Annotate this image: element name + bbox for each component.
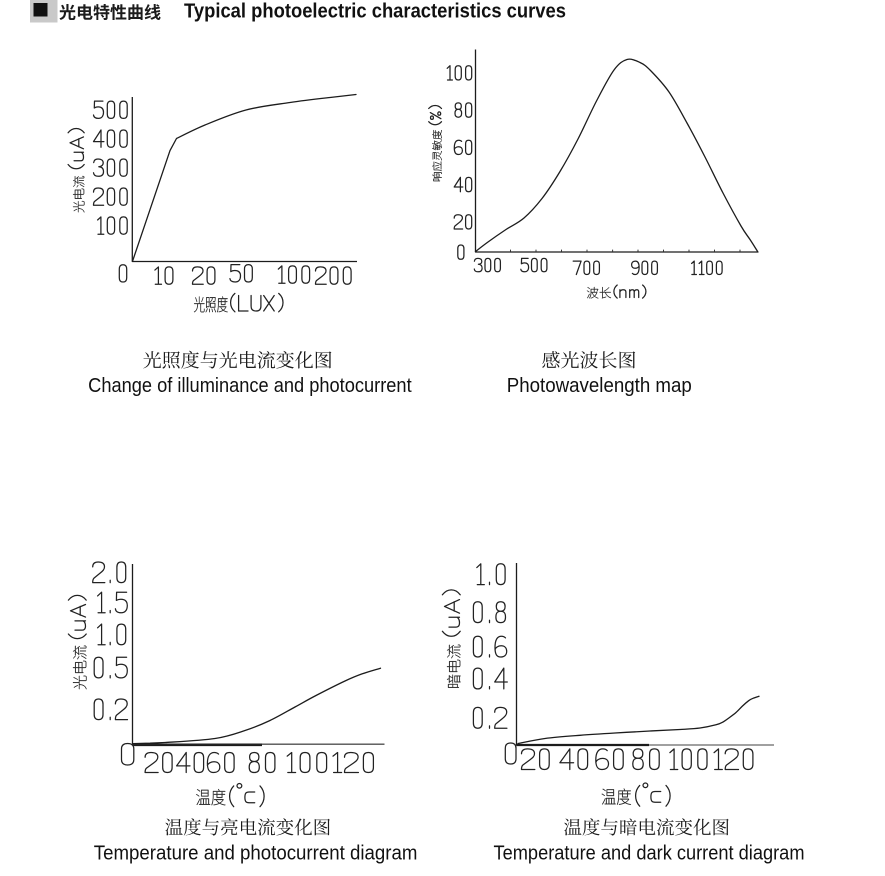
- svg-text:Typical photoelectric characte: Typical photoelectric characteristics cu…: [184, 1, 566, 23]
- svg-text:Temperature and photocurrent d: Temperature and photocurrent diagram: [94, 843, 418, 865]
- svg-text:Photowavelength map: Photowavelength map: [507, 375, 692, 397]
- svg-text:Change of illuminance and phot: Change of illuminance and photocurrent: [88, 375, 412, 397]
- svg-text:Temperature and dark current d: Temperature and dark current diagram: [494, 843, 805, 865]
